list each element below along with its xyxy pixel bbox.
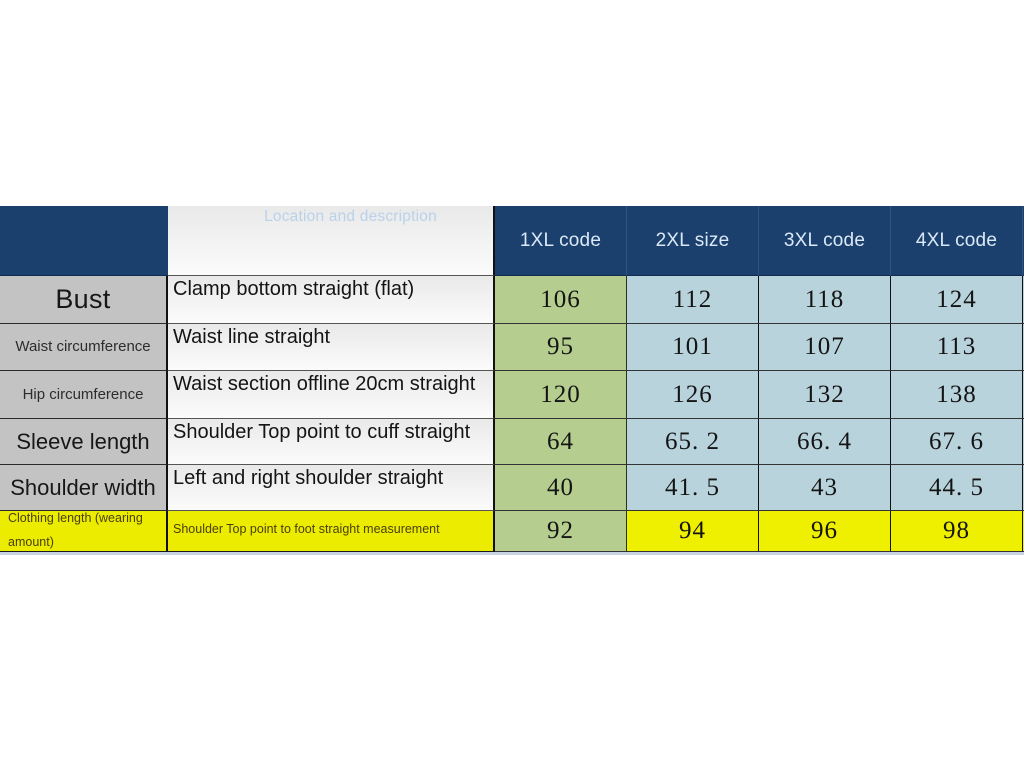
table-bottom-divider <box>0 552 1024 555</box>
value-hip-2xl: 126 <box>627 371 759 419</box>
size-chart-table: Location and description 1XL code 2XL si… <box>0 206 1024 552</box>
value-clothing-length-1xl-text: 92 <box>547 517 574 544</box>
row-description-bust-text: Clamp bottom straight (flat) <box>173 278 415 300</box>
row-label-waist-circumference: Waist circumference <box>0 324 168 371</box>
value-bust-3xl: 118 <box>759 276 891 324</box>
value-sleeve-2xl-text: 65. 2 <box>665 427 720 455</box>
value-shoulder-3xl: 43 <box>759 465 891 511</box>
value-hip-4xl: 138 <box>891 371 1023 419</box>
value-sleeve-2xl: 65. 2 <box>627 419 759 465</box>
value-bust-4xl-text: 124 <box>936 285 977 313</box>
value-clothing-length-2xl: 94 <box>627 511 759 552</box>
row-label-hip-circumference: Hip circumference <box>0 371 168 419</box>
value-bust-3xl-text: 118 <box>804 285 845 313</box>
value-shoulder-2xl: 41. 5 <box>627 465 759 511</box>
value-bust-1xl: 106 <box>495 276 627 324</box>
row-label-bust: Bust <box>0 276 168 324</box>
row-label-shoulder-width: Shoulder width <box>0 465 168 511</box>
header-cell-size-2xl: 2XL size <box>627 206 759 276</box>
row-description-clothing-length-text: Shoulder Top point to foot straight meas… <box>173 522 440 536</box>
value-waist-1xl-text: 95 <box>547 333 574 360</box>
value-clothing-length-3xl: 96 <box>759 511 891 552</box>
value-hip-1xl: 120 <box>495 371 627 419</box>
header-cell-corner <box>0 206 168 276</box>
row-description-clothing-length: Shoulder Top point to foot straight meas… <box>168 511 495 552</box>
row-description-waist-circumference-text: Waist line straight <box>173 326 331 348</box>
value-sleeve-1xl-text: 64 <box>547 427 574 455</box>
row-description-shoulder-width-text: Left and right shoulder straight <box>173 467 444 489</box>
value-hip-3xl-text: 132 <box>804 380 845 408</box>
row-description-waist-circumference: Waist line straight <box>168 324 495 371</box>
value-bust-1xl-text: 106 <box>540 285 581 313</box>
header-cell-size-1xl: 1XL code <box>495 206 627 276</box>
value-waist-3xl-text: 107 <box>804 333 845 360</box>
row-label-sleeve-length-text: Sleeve length <box>16 428 150 454</box>
header-cell-size-3xl: 3XL code <box>759 206 891 276</box>
value-shoulder-3xl-text: 43 <box>811 473 838 501</box>
row-description-shoulder-width: Left and right shoulder straight <box>168 465 495 511</box>
value-sleeve-3xl: 66. 4 <box>759 419 891 465</box>
value-waist-1xl: 95 <box>495 324 627 371</box>
value-waist-3xl: 107 <box>759 324 891 371</box>
value-clothing-length-2xl-text: 94 <box>679 517 706 544</box>
value-hip-4xl-text: 138 <box>936 380 977 408</box>
value-sleeve-3xl-text: 66. 4 <box>797 427 852 455</box>
value-shoulder-1xl: 40 <box>495 465 627 511</box>
row-description-hip-circumference-text: Waist section offline 20cm straight <box>173 373 476 395</box>
value-bust-2xl-text: 112 <box>672 285 713 313</box>
header-size-1xl-label: 1XL code <box>519 229 602 251</box>
row-label-clothing-length: Clothing length (wearing amount) <box>0 511 168 552</box>
value-shoulder-4xl: 44. 5 <box>891 465 1023 511</box>
row-label-bust-text: Bust <box>55 283 111 314</box>
value-hip-1xl-text: 120 <box>540 380 581 408</box>
row-description-sleeve-length-text: Shoulder Top point to cuff straight <box>173 421 471 443</box>
value-sleeve-1xl: 64 <box>495 419 627 465</box>
row-description-bust: Clamp bottom straight (flat) <box>168 276 495 324</box>
row-label-waist-circumference-text: Waist circumference <box>15 338 151 355</box>
header-size-3xl-label: 3XL code <box>783 229 866 251</box>
value-clothing-length-4xl-text: 98 <box>943 517 970 544</box>
row-description-hip-circumference: Waist section offline 20cm straight <box>168 371 495 419</box>
value-waist-2xl-text: 101 <box>672 333 713 360</box>
value-waist-4xl-text: 113 <box>936 333 977 360</box>
header-size-2xl-label: 2XL size <box>655 229 730 251</box>
value-hip-2xl-text: 126 <box>672 380 713 408</box>
header-cell-size-4xl: 4XL code <box>891 206 1023 276</box>
value-clothing-length-4xl: 98 <box>891 511 1023 552</box>
value-hip-3xl: 132 <box>759 371 891 419</box>
header-cell-description: Location and description <box>168 206 495 276</box>
header-description-label: Location and description <box>264 208 437 225</box>
value-bust-4xl: 124 <box>891 276 1023 324</box>
value-waist-2xl: 101 <box>627 324 759 371</box>
value-bust-2xl: 112 <box>627 276 759 324</box>
value-sleeve-4xl-text: 67. 6 <box>929 427 984 455</box>
value-sleeve-4xl: 67. 6 <box>891 419 1023 465</box>
value-waist-4xl: 113 <box>891 324 1023 371</box>
value-shoulder-2xl-text: 41. 5 <box>665 473 720 501</box>
value-shoulder-1xl-text: 40 <box>547 473 574 501</box>
value-shoulder-4xl-text: 44. 5 <box>929 473 984 501</box>
value-clothing-length-1xl: 92 <box>495 511 627 552</box>
value-clothing-length-3xl-text: 96 <box>811 517 838 544</box>
row-description-sleeve-length: Shoulder Top point to cuff straight <box>168 419 495 465</box>
row-label-clothing-length-text: Clothing length (wearing amount) <box>8 511 143 549</box>
header-size-4xl-label: 4XL code <box>915 229 998 251</box>
row-label-shoulder-width-text: Shoulder width <box>10 474 156 500</box>
row-label-sleeve-length: Sleeve length <box>0 419 168 465</box>
row-label-hip-circumference-text: Hip circumference <box>22 385 144 403</box>
